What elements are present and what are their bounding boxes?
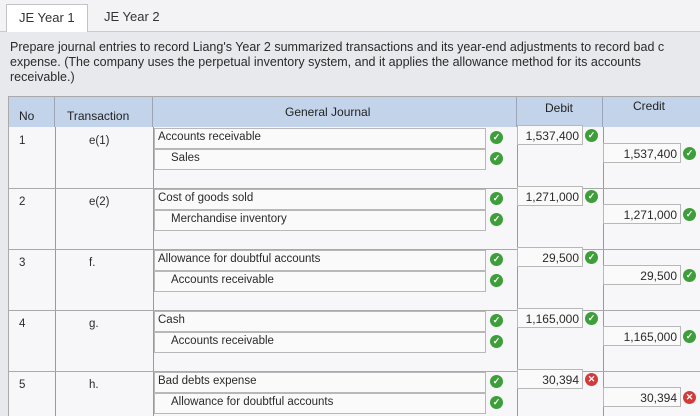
check-circle-icon: ✓ xyxy=(683,330,696,343)
debit-account-field[interactable]: Accounts receivable xyxy=(154,128,486,149)
grid-line xyxy=(153,127,154,416)
transaction-label: e(1) xyxy=(89,135,110,147)
check-circle-icon: ✓ xyxy=(490,253,503,266)
credit-amount-field[interactable]: 1,165,000 xyxy=(603,326,681,346)
debit-account-field[interactable]: Allowance for doubtful accounts xyxy=(154,250,486,271)
transaction-label: h. xyxy=(89,379,99,391)
check-circle-icon: ✓ xyxy=(683,147,696,160)
credit-account-field[interactable]: Accounts receivable xyxy=(154,332,486,353)
header-debit: Debit xyxy=(517,97,603,127)
credit-amount-field[interactable]: 1,271,000 xyxy=(603,204,681,224)
debit-account-field[interactable]: Cost of goods sold xyxy=(154,189,486,210)
credit-account-field[interactable]: Accounts receivable xyxy=(154,271,486,292)
debit-account-field[interactable]: Bad debts expense xyxy=(154,372,486,393)
check-circle-icon: ✓ xyxy=(490,213,503,226)
header-no: No xyxy=(9,97,55,127)
tab-bar: JE Year 1 JE Year 2 xyxy=(0,0,700,32)
transaction-label: e(2) xyxy=(89,196,110,208)
debit-amount-field[interactable]: 30,394 xyxy=(517,369,583,389)
instructions-line: expense. (The company uses the perpetual… xyxy=(10,55,641,69)
instructions-line: Prepare journal entries to record Liang'… xyxy=(10,40,665,54)
x-circle-icon: ✕ xyxy=(585,373,598,386)
grid-line xyxy=(517,127,518,416)
journal-table: No Transaction General Journal Debit Cre… xyxy=(8,96,700,416)
debit-amount-field[interactable]: 1,165,000 xyxy=(517,308,583,328)
credit-account-field[interactable]: Merchandise inventory xyxy=(154,210,486,231)
check-circle-icon: ✓ xyxy=(490,335,503,348)
check-circle-icon: ✓ xyxy=(683,208,696,221)
row-number: 5 xyxy=(19,379,26,391)
debit-amount-field[interactable]: 1,271,000 xyxy=(517,186,583,206)
header-credit: Credit xyxy=(603,97,700,127)
check-circle-icon: ✓ xyxy=(585,312,598,325)
check-circle-icon: ✓ xyxy=(585,129,598,142)
credit-amount-field[interactable]: 30,394 xyxy=(603,387,681,407)
check-circle-icon: ✓ xyxy=(490,152,503,165)
header-transaction: Transaction xyxy=(55,97,153,127)
debit-amount-field[interactable]: 29,500 xyxy=(517,247,583,267)
row-number: 4 xyxy=(19,318,26,330)
check-circle-icon: ✓ xyxy=(585,251,598,264)
row-divider xyxy=(9,371,700,372)
x-circle-icon: ✕ xyxy=(683,391,696,404)
row-divider xyxy=(9,310,700,311)
check-circle-icon: ✓ xyxy=(683,269,696,282)
row-number: 3 xyxy=(19,257,26,269)
check-circle-icon: ✓ xyxy=(490,314,503,327)
tab-je-year-1[interactable]: JE Year 1 xyxy=(6,4,88,32)
instructions: Prepare journal entries to record Liang'… xyxy=(10,40,700,85)
credit-amount-field[interactable]: 29,500 xyxy=(603,265,681,285)
instructions-line: receivable.) xyxy=(10,70,75,84)
tab-je-year-2[interactable]: JE Year 2 xyxy=(104,9,160,24)
check-circle-icon: ✓ xyxy=(490,375,503,388)
row-divider xyxy=(9,249,700,250)
header-general-journal: General Journal xyxy=(153,97,517,127)
row-number: 2 xyxy=(19,196,26,208)
debit-amount-field[interactable]: 1,537,400 xyxy=(517,125,583,145)
row-number: 1 xyxy=(19,135,26,147)
check-circle-icon: ✓ xyxy=(490,274,503,287)
credit-account-field[interactable]: Sales xyxy=(154,149,486,170)
row-divider xyxy=(9,188,700,189)
grid-line xyxy=(55,127,56,416)
check-circle-icon: ✓ xyxy=(490,131,503,144)
credit-account-field[interactable]: Allowance for doubtful accounts xyxy=(154,393,486,414)
check-circle-icon: ✓ xyxy=(490,396,503,409)
debit-account-field[interactable]: Cash xyxy=(154,311,486,332)
transaction-label: f. xyxy=(89,257,96,269)
credit-amount-field[interactable]: 1,537,400 xyxy=(603,143,681,163)
transaction-label: g. xyxy=(89,318,99,330)
check-circle-icon: ✓ xyxy=(585,190,598,203)
check-circle-icon: ✓ xyxy=(490,192,503,205)
